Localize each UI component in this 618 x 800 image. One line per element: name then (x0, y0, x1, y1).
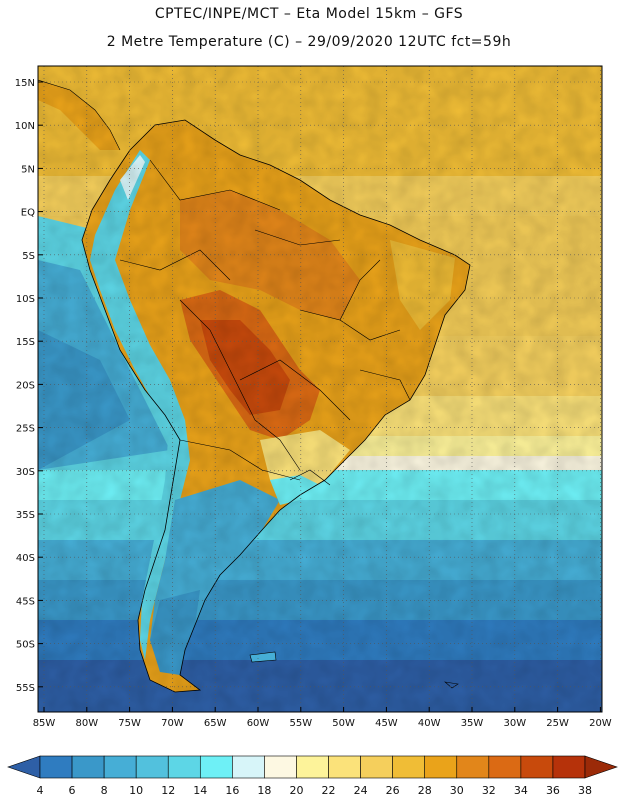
lon-label-70w: 70W (161, 718, 184, 729)
lon-label-75w: 75W (118, 718, 141, 729)
colorbar-segment (167, 755, 201, 779)
colorbar-high-arrow (584, 755, 618, 779)
lon-label-20w: 20W (589, 718, 612, 729)
colorbar-segment (392, 755, 426, 779)
colorbar-segment (264, 755, 297, 779)
lat-label-20s: 20S (16, 380, 35, 391)
lat-label-25s: 25S (16, 424, 35, 435)
coastline (81, 119, 471, 693)
lon-label-25w: 25W (546, 718, 569, 729)
map-frame (37, 65, 603, 713)
lat-label-30s: 30S (16, 467, 35, 478)
colorbar-segment (360, 755, 393, 779)
lat-label-40s: 40S (16, 553, 35, 564)
colorbar-segment (520, 755, 554, 779)
colorbar-segment (296, 755, 329, 779)
colorbar-segment (552, 755, 586, 779)
colorbar-segment (39, 755, 73, 779)
colorbar-label-6: 6 (69, 784, 76, 797)
lon-label-60w: 60W (247, 718, 270, 729)
temperature-field (38, 66, 602, 712)
colorbar-label-22: 22 (322, 784, 336, 797)
lon-label-80w: 80W (75, 718, 98, 729)
color-legend-labels: 4 6 8 10 12 14 16 18 20 22 24 26 28 30 32 34 36 38 (37, 784, 593, 797)
colorbar-label-26: 26 (386, 784, 400, 797)
lat-label-10n: 10N (15, 121, 35, 132)
lat-label-55s: 55S (16, 683, 35, 694)
colorbar-segment (328, 755, 361, 779)
colorbar-label-18: 18 (257, 784, 271, 797)
lon-label-50w: 50W (332, 718, 355, 729)
lat-label-15s: 15S (16, 337, 35, 348)
colorbar-label-16: 16 (225, 784, 239, 797)
lon-label-40w: 40W (418, 718, 441, 729)
longitude-labels: 85W 80W 75W 70W 65W 60W 55W 50W 45W 40W 35W 30W 25W 2… (33, 707, 612, 729)
colorbar-segment (135, 755, 169, 779)
lon-label-85w: 85W (33, 718, 56, 729)
lon-label-35w: 35W (461, 718, 484, 729)
lat-label-10s: 10S (16, 294, 35, 305)
colorbar-label-20: 20 (289, 784, 303, 797)
colorbar-low-arrow (7, 755, 41, 779)
colorbar-label-8: 8 (101, 784, 108, 797)
color-legend (7, 755, 618, 779)
colorbar-label-12: 12 (161, 784, 175, 797)
lon-label-55w: 55W (289, 718, 312, 729)
colorbar-segment (488, 755, 522, 779)
colorbar-segment (103, 755, 137, 779)
lat-label-5s: 5S (22, 251, 35, 262)
lat-label-15n: 15N (15, 78, 35, 89)
colorbar-segment (199, 755, 233, 779)
lat-label-5n: 5N (21, 164, 35, 175)
latitude-labels: 15N 10N 5N EQ 5S 10S 15S 20S 25S 30S 35S 40S 45S 50S 5… (15, 78, 43, 694)
colorbar-segment (71, 755, 105, 779)
lat-label-eq: EQ (21, 208, 35, 219)
lat-label-35s: 35S (16, 510, 35, 521)
lon-label-65w: 65W (204, 718, 227, 729)
colorbar-label-14: 14 (193, 784, 207, 797)
lon-label-45w: 45W (375, 718, 398, 729)
colorbar-segment (456, 755, 490, 779)
colorbar-label-4: 4 (37, 784, 44, 797)
colorbar-label-36: 36 (546, 784, 560, 797)
colorbar-label-32: 32 (482, 784, 496, 797)
colorbar-label-28: 28 (418, 784, 432, 797)
colorbar-label-10: 10 (129, 784, 143, 797)
colorbar-label-34: 34 (514, 784, 528, 797)
colorbar-segment (232, 755, 265, 779)
lat-label-45s: 45S (16, 596, 35, 607)
map-title-line1: CPTEC/INPE/MCT – Eta Model 15km – GFS (154, 6, 464, 22)
colorbar-label-30: 30 (450, 784, 464, 797)
lon-label-30w: 30W (503, 718, 526, 729)
map-title-line2: 2 Metre Temperature (C) – 29/09/2020 12U… (106, 34, 512, 50)
lat-label-50s: 50S (16, 640, 35, 651)
colorbar-label-38: 38 (578, 784, 592, 797)
colorbar-segment (424, 755, 458, 779)
colorbar-label-24: 24 (354, 784, 368, 797)
country-borders (119, 159, 411, 486)
